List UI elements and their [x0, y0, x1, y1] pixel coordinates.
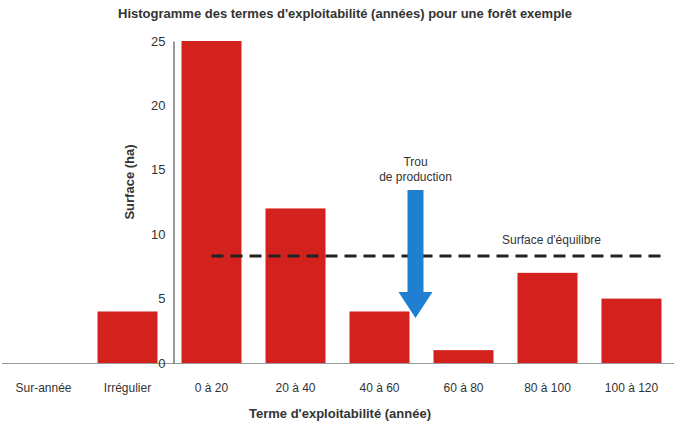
x-tick-label: 100 à 120 [605, 381, 659, 395]
y-tick-label: 25 [151, 34, 165, 49]
x-tick: 20 à 40 [275, 363, 315, 395]
bar [601, 299, 661, 363]
y-tick: 0 [158, 356, 173, 371]
x-tick-label: 0 à 20 [195, 381, 229, 395]
x-tick-label: 20 à 40 [275, 381, 315, 395]
bar [517, 273, 577, 363]
y-axis: 0 5 10 15 20 25 [151, 34, 174, 371]
x-tick: Irrégulier [104, 363, 151, 395]
x-tick: Sur-année [15, 363, 71, 395]
y-tick-label: 15 [151, 162, 165, 177]
x-tick-label: 60 à 80 [443, 381, 483, 395]
bars [98, 41, 662, 363]
y-tick-label: 0 [158, 356, 165, 371]
annotation-arrow [398, 190, 432, 318]
y-axis-title: Surface (ha) [122, 144, 137, 219]
x-axis-title: Terme d'exploitabilité (année) [249, 406, 431, 421]
x-tick: 100 à 120 [605, 363, 659, 395]
annotation-text: Troude production [379, 155, 452, 184]
x-axis: Sur-année Irrégulier 0 à 20 20 à 40 40 à 60 6… [2, 363, 674, 395]
y-tick: 20 [151, 98, 173, 113]
y-tick-label: 5 [158, 291, 165, 306]
x-tick: 0 à 20 [195, 363, 229, 395]
y-axis-line [174, 42, 175, 364]
bar [349, 311, 409, 363]
reference-label: Surface d'équilibre [502, 233, 601, 247]
title: Histogramme des termes d'exploitabilité … [118, 6, 572, 21]
annotation-line: Trou [403, 155, 427, 169]
y-tick: 5 [158, 291, 173, 306]
bar [266, 208, 326, 363]
x-tick-label: 80 à 100 [524, 381, 571, 395]
bar [98, 311, 158, 363]
x-tick-label: Irrégulier [104, 381, 151, 395]
y-tick-label: 10 [151, 227, 165, 242]
chart: Histogramme des termes d'exploitabilité … [0, 0, 680, 432]
y-tick: 10 [151, 227, 173, 242]
x-tick: 80 à 100 [524, 363, 571, 395]
y-tick: 25 [151, 34, 173, 49]
x-tick: 40 à 60 [359, 363, 399, 395]
reference-line [212, 255, 662, 258]
bar [14, 363, 74, 364]
annotation-line: de production [379, 170, 452, 184]
x-axis-line [2, 363, 674, 364]
bar [433, 350, 493, 363]
x-tick: 60 à 80 [443, 363, 483, 395]
x-tick-label: Sur-année [15, 381, 71, 395]
x-tick-label: 40 à 60 [359, 381, 399, 395]
bar [182, 41, 242, 363]
y-tick: 15 [151, 162, 173, 177]
y-tick-label: 20 [151, 98, 165, 113]
